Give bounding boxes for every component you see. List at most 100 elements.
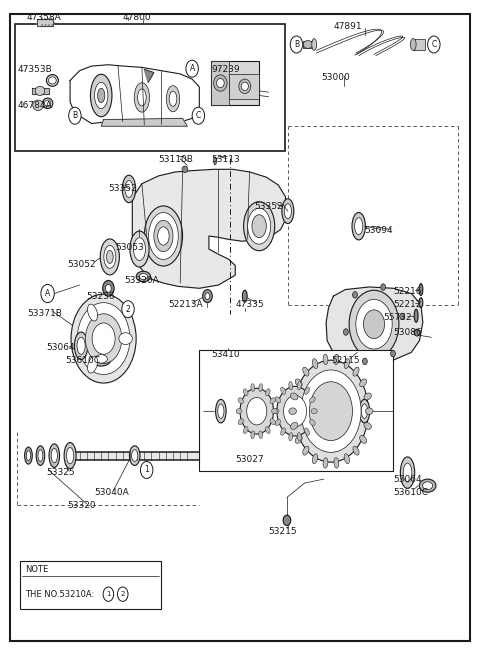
Ellipse shape bbox=[403, 463, 412, 482]
Ellipse shape bbox=[144, 206, 182, 266]
Ellipse shape bbox=[323, 458, 328, 468]
Circle shape bbox=[356, 299, 392, 349]
Ellipse shape bbox=[238, 398, 243, 403]
Ellipse shape bbox=[252, 215, 266, 238]
Ellipse shape bbox=[353, 367, 359, 376]
Ellipse shape bbox=[304, 387, 310, 394]
Circle shape bbox=[362, 358, 367, 365]
Text: 2: 2 bbox=[120, 591, 125, 597]
Ellipse shape bbox=[400, 457, 415, 488]
Ellipse shape bbox=[290, 422, 298, 430]
Text: A: A bbox=[190, 64, 195, 73]
Ellipse shape bbox=[422, 481, 432, 489]
Text: 53113: 53113 bbox=[211, 155, 240, 164]
Ellipse shape bbox=[289, 408, 297, 415]
Circle shape bbox=[294, 360, 368, 462]
Text: C: C bbox=[196, 111, 201, 121]
Ellipse shape bbox=[414, 309, 418, 322]
Bar bbox=[303, 41, 313, 48]
Text: B: B bbox=[294, 40, 299, 49]
Circle shape bbox=[205, 293, 210, 299]
Ellipse shape bbox=[134, 83, 150, 112]
Ellipse shape bbox=[289, 381, 293, 390]
Text: 47358A: 47358A bbox=[27, 12, 62, 22]
Ellipse shape bbox=[310, 397, 315, 403]
Ellipse shape bbox=[410, 39, 416, 50]
Ellipse shape bbox=[297, 432, 301, 441]
Ellipse shape bbox=[166, 86, 180, 112]
Circle shape bbox=[71, 294, 136, 383]
Polygon shape bbox=[132, 170, 286, 288]
Circle shape bbox=[240, 388, 274, 434]
Ellipse shape bbox=[273, 409, 279, 414]
Text: 1: 1 bbox=[106, 591, 110, 597]
Ellipse shape bbox=[251, 431, 255, 439]
Text: 53610C: 53610C bbox=[65, 356, 100, 365]
Ellipse shape bbox=[272, 409, 277, 414]
Ellipse shape bbox=[303, 41, 313, 48]
Circle shape bbox=[141, 462, 153, 479]
Circle shape bbox=[391, 350, 396, 357]
Circle shape bbox=[41, 284, 54, 303]
Ellipse shape bbox=[133, 238, 145, 261]
Text: 53040A: 53040A bbox=[94, 488, 129, 496]
Ellipse shape bbox=[270, 419, 276, 424]
Ellipse shape bbox=[282, 198, 294, 223]
Ellipse shape bbox=[125, 180, 133, 197]
Ellipse shape bbox=[90, 74, 112, 117]
Text: 53352: 53352 bbox=[108, 185, 137, 193]
Text: 53052: 53052 bbox=[68, 259, 96, 269]
Text: 52212: 52212 bbox=[393, 300, 421, 309]
Text: 55732: 55732 bbox=[384, 313, 412, 322]
Ellipse shape bbox=[36, 446, 45, 466]
Ellipse shape bbox=[352, 212, 365, 240]
Ellipse shape bbox=[295, 436, 302, 443]
Ellipse shape bbox=[216, 400, 226, 423]
Circle shape bbox=[353, 291, 358, 298]
Circle shape bbox=[192, 107, 204, 124]
Circle shape bbox=[103, 587, 114, 601]
Ellipse shape bbox=[132, 450, 138, 462]
Circle shape bbox=[283, 515, 291, 525]
Ellipse shape bbox=[51, 449, 58, 463]
Ellipse shape bbox=[48, 77, 56, 84]
Ellipse shape bbox=[297, 381, 301, 390]
Ellipse shape bbox=[275, 397, 281, 403]
Ellipse shape bbox=[100, 239, 120, 275]
Ellipse shape bbox=[47, 75, 59, 86]
Ellipse shape bbox=[95, 83, 108, 109]
Circle shape bbox=[349, 290, 399, 358]
Ellipse shape bbox=[344, 359, 349, 369]
Ellipse shape bbox=[295, 379, 302, 387]
Text: 53352: 53352 bbox=[254, 202, 283, 211]
Text: 52115: 52115 bbox=[331, 356, 360, 365]
Ellipse shape bbox=[33, 100, 43, 111]
Text: 52216: 52216 bbox=[393, 287, 421, 296]
Text: 53053: 53053 bbox=[116, 243, 144, 252]
Ellipse shape bbox=[64, 443, 76, 469]
Circle shape bbox=[428, 36, 440, 53]
Ellipse shape bbox=[42, 98, 53, 109]
Ellipse shape bbox=[259, 384, 263, 392]
Circle shape bbox=[118, 587, 128, 601]
Ellipse shape bbox=[334, 458, 339, 468]
Text: 47891: 47891 bbox=[333, 22, 362, 31]
Text: 53320: 53320 bbox=[68, 501, 96, 510]
Text: NOTE: NOTE bbox=[24, 565, 48, 574]
Text: 1: 1 bbox=[144, 466, 149, 474]
Ellipse shape bbox=[243, 426, 248, 434]
Ellipse shape bbox=[35, 86, 45, 96]
Ellipse shape bbox=[241, 82, 248, 90]
Text: 53110B: 53110B bbox=[158, 155, 193, 164]
Ellipse shape bbox=[419, 479, 436, 492]
Circle shape bbox=[247, 398, 267, 425]
Ellipse shape bbox=[359, 400, 370, 423]
Circle shape bbox=[103, 280, 114, 296]
Ellipse shape bbox=[91, 352, 111, 366]
Ellipse shape bbox=[242, 290, 247, 302]
Circle shape bbox=[186, 60, 198, 77]
Ellipse shape bbox=[323, 354, 328, 365]
Text: ~: ~ bbox=[116, 590, 123, 599]
Polygon shape bbox=[32, 88, 48, 94]
Ellipse shape bbox=[139, 274, 148, 280]
